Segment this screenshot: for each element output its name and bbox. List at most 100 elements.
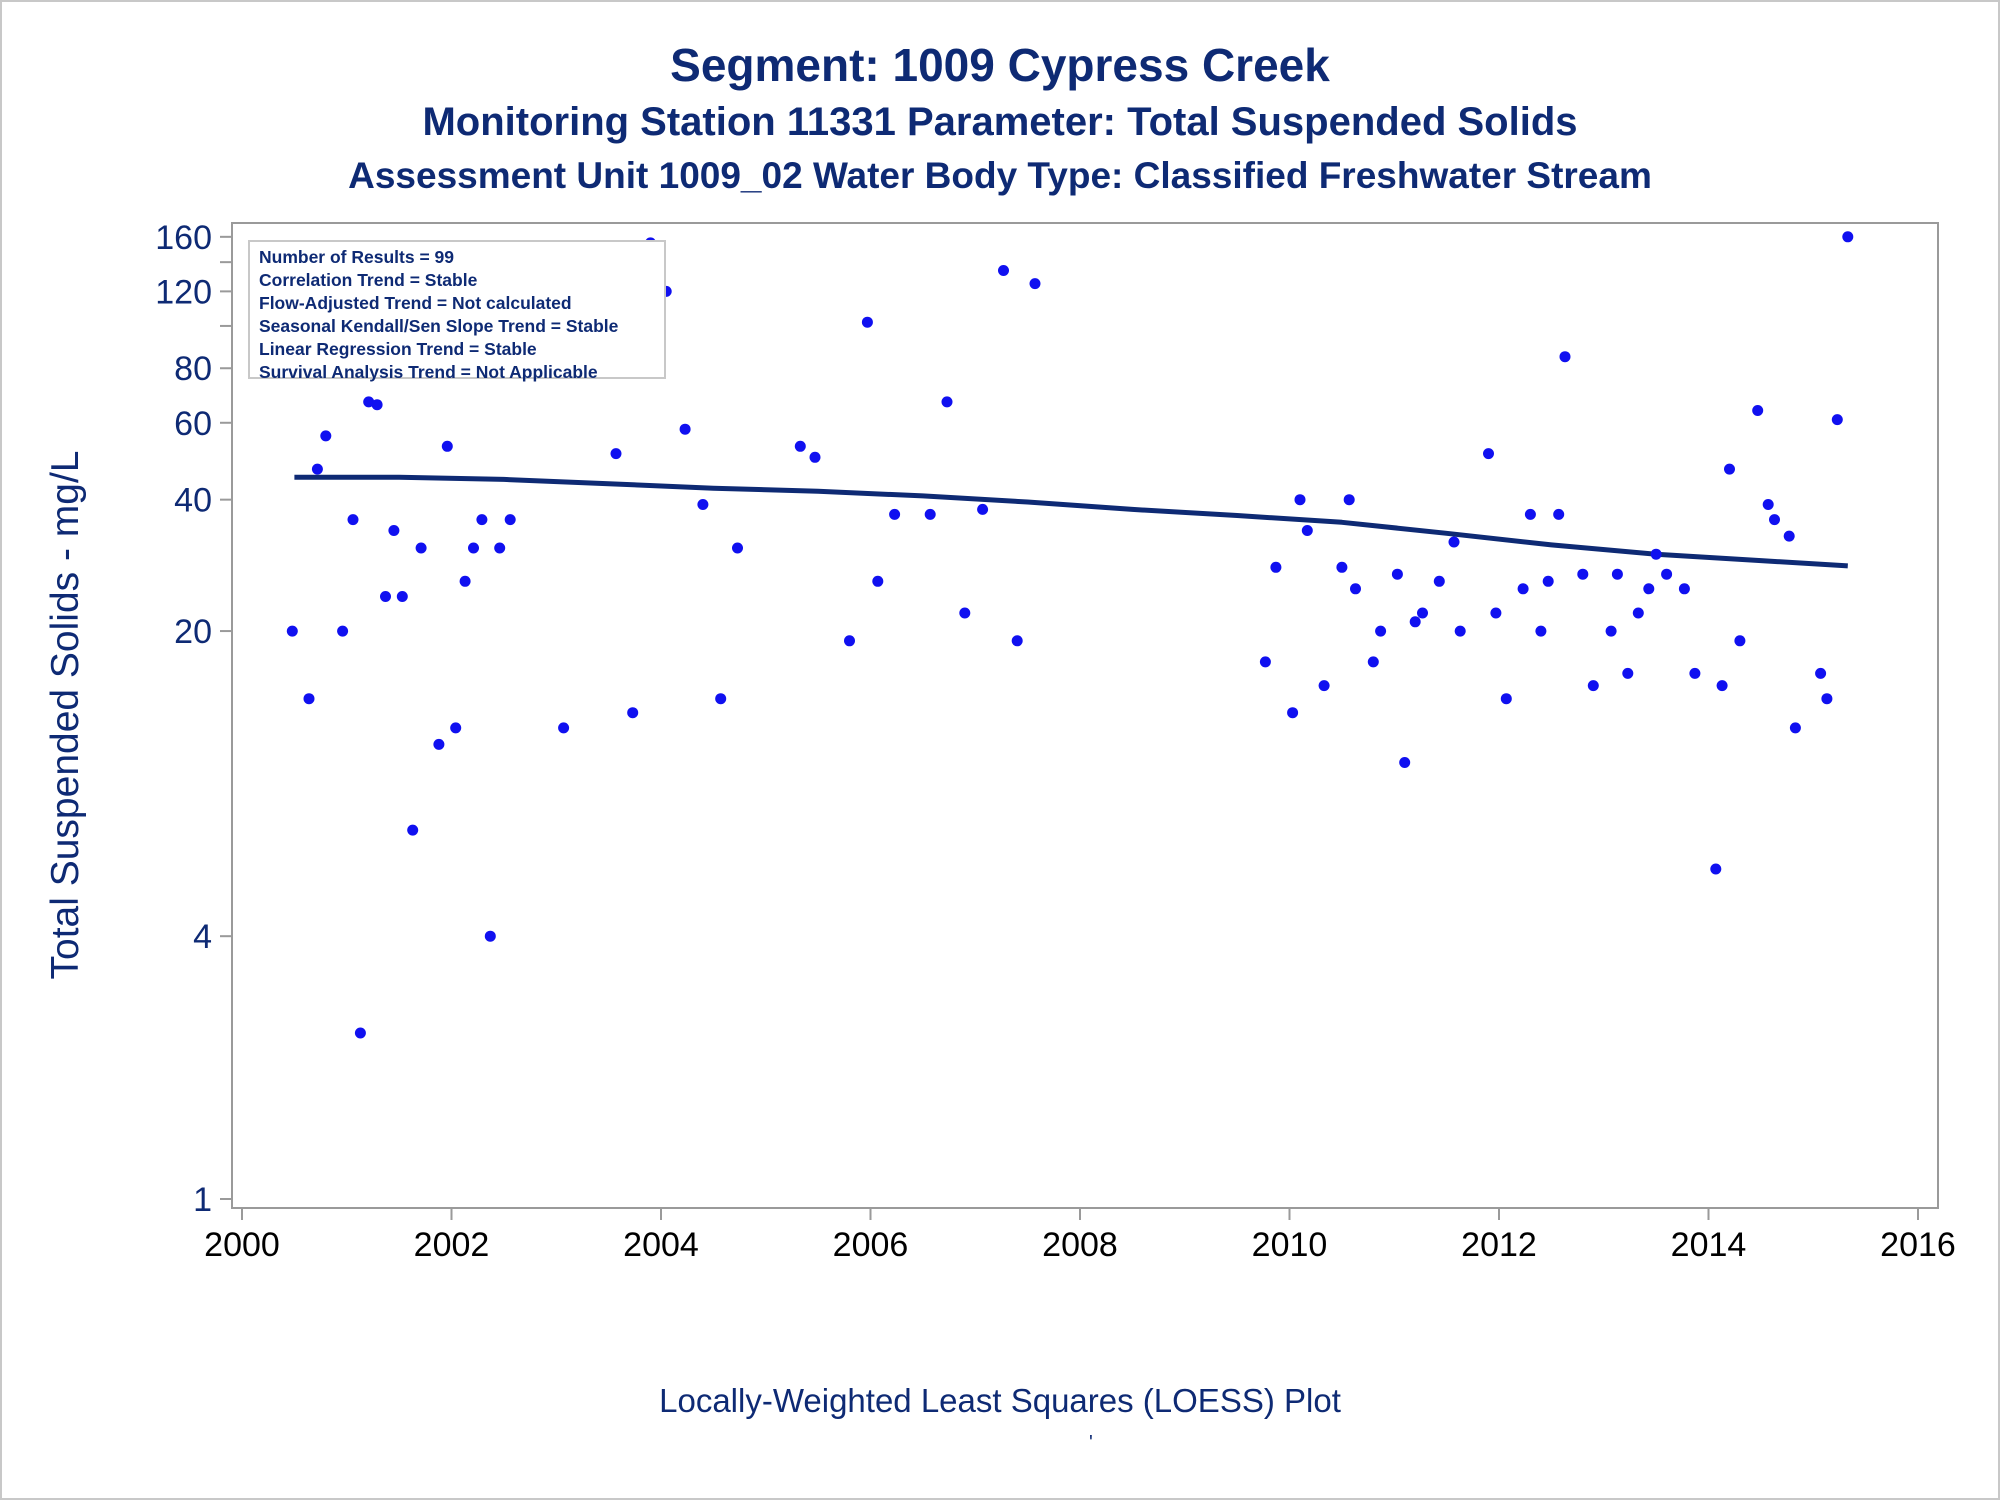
data-point bbox=[924, 508, 936, 520]
data-point bbox=[1483, 448, 1494, 460]
chart-subtitle-station: Monitoring Station 11331 Parameter: Tota… bbox=[422, 100, 1578, 144]
x-tick-label: 2008 bbox=[1042, 1226, 1118, 1264]
data-point bbox=[1287, 707, 1299, 719]
data-point bbox=[1301, 525, 1313, 536]
data-point bbox=[732, 542, 743, 554]
data-point bbox=[1417, 607, 1428, 619]
data-point bbox=[889, 508, 901, 520]
data-point bbox=[558, 722, 570, 734]
data-point bbox=[494, 542, 506, 554]
data-point bbox=[1270, 561, 1282, 573]
data-point bbox=[303, 693, 315, 705]
data-point bbox=[1724, 463, 1735, 475]
loess-trend-line bbox=[294, 474, 1848, 569]
data-point bbox=[459, 575, 471, 587]
data-point bbox=[1689, 667, 1701, 679]
x-tick-label: 2006 bbox=[833, 1226, 909, 1264]
data-point bbox=[1029, 278, 1041, 290]
data-point bbox=[337, 625, 349, 637]
stat-linear-regression-trend: Linear Regression Trend = Stable bbox=[259, 339, 537, 359]
data-point bbox=[1375, 625, 1387, 637]
data-point bbox=[1752, 405, 1764, 416]
chart-title: Segment: 1009 Cypress Creek bbox=[670, 39, 1330, 91]
data-point bbox=[627, 707, 639, 719]
data-point bbox=[1762, 499, 1774, 510]
data-point bbox=[407, 824, 419, 836]
x-tick-label: 2014 bbox=[1671, 1226, 1747, 1264]
data-point bbox=[380, 591, 391, 602]
x-tick-label: 2016 bbox=[1880, 1226, 1956, 1264]
stat-number-of-results: Number of Results = 99 bbox=[259, 247, 454, 267]
data-point bbox=[1500, 693, 1512, 705]
data-point bbox=[1294, 494, 1306, 506]
data-point bbox=[1542, 575, 1554, 587]
data-point bbox=[1678, 583, 1690, 595]
plot-area-border bbox=[231, 222, 1939, 1209]
y-tick-label: 1 bbox=[193, 1181, 212, 1219]
data-point bbox=[1769, 514, 1780, 526]
data-point bbox=[320, 430, 332, 442]
y-tick-label: 40 bbox=[174, 482, 212, 520]
data-point bbox=[1343, 494, 1355, 506]
stat-seasonal-kendall-trend: Seasonal Kendall/Sen Slope Trend = Stabl… bbox=[259, 316, 619, 336]
data-point bbox=[1350, 583, 1361, 595]
data-point bbox=[809, 451, 821, 463]
data-point bbox=[1821, 693, 1833, 705]
data-point bbox=[1524, 508, 1536, 520]
x-tick-label: 2012 bbox=[1461, 1226, 1537, 1264]
data-point bbox=[1535, 625, 1547, 637]
data-point bbox=[1577, 568, 1589, 580]
x-tick-label: 2000 bbox=[204, 1226, 280, 1264]
data-point bbox=[1587, 680, 1599, 692]
data-point bbox=[441, 440, 453, 452]
data-point bbox=[794, 440, 806, 452]
data-point bbox=[1011, 635, 1023, 647]
data-point bbox=[1650, 548, 1662, 560]
trend-statistics-box: Number of Results = 99 Correlation Trend… bbox=[248, 240, 666, 382]
data-point bbox=[1336, 561, 1348, 573]
data-point bbox=[1789, 722, 1801, 734]
data-point bbox=[1611, 568, 1623, 580]
data-point bbox=[1622, 667, 1634, 679]
data-point bbox=[433, 738, 445, 750]
y-tick-label: 60 bbox=[174, 405, 212, 443]
data-point bbox=[1842, 231, 1854, 243]
data-point bbox=[484, 930, 496, 942]
y-axis-label: Total Suspended Solids - mg/L bbox=[44, 451, 87, 980]
plot-footnote: Locally-Weighted Least Squares (LOESS) P… bbox=[659, 1382, 1341, 1419]
data-point bbox=[1318, 680, 1330, 692]
data-point bbox=[1553, 508, 1565, 520]
data-point bbox=[1831, 414, 1843, 426]
y-tick-label: 120 bbox=[155, 273, 212, 311]
data-point bbox=[1643, 583, 1655, 595]
x-tick-label: 2010 bbox=[1252, 1226, 1328, 1264]
data-point bbox=[1605, 625, 1617, 637]
data-point bbox=[998, 265, 1009, 276]
data-point bbox=[1661, 568, 1673, 580]
data-point bbox=[1710, 863, 1722, 875]
data-point bbox=[450, 722, 462, 734]
y-tick-label: 20 bbox=[174, 613, 212, 651]
data-point bbox=[1433, 575, 1445, 587]
data-point bbox=[1259, 656, 1271, 668]
data-point bbox=[371, 399, 383, 411]
data-point bbox=[1490, 607, 1502, 619]
data-point bbox=[977, 503, 989, 515]
y-tick-label: 80 bbox=[174, 350, 212, 388]
data-point bbox=[1399, 757, 1411, 768]
stat-survival-analysis-trend: Survival Analysis Trend = Not Applicable bbox=[259, 362, 598, 382]
data-point bbox=[610, 448, 622, 460]
data-point bbox=[468, 542, 479, 554]
data-point bbox=[504, 514, 516, 526]
chart-subtitle-assessment: Assessment Unit 1009_02 Water Body Type:… bbox=[348, 155, 1652, 196]
data-point bbox=[415, 542, 427, 554]
data-point bbox=[1448, 536, 1460, 548]
data-point bbox=[363, 396, 375, 408]
x-tick-label: 2004 bbox=[623, 1226, 699, 1264]
stat-correlation-trend: Correlation Trend = Stable bbox=[259, 270, 478, 290]
data-point bbox=[1367, 656, 1379, 668]
data-point bbox=[311, 463, 323, 475]
data-point bbox=[286, 625, 298, 637]
data-point bbox=[1454, 625, 1466, 637]
